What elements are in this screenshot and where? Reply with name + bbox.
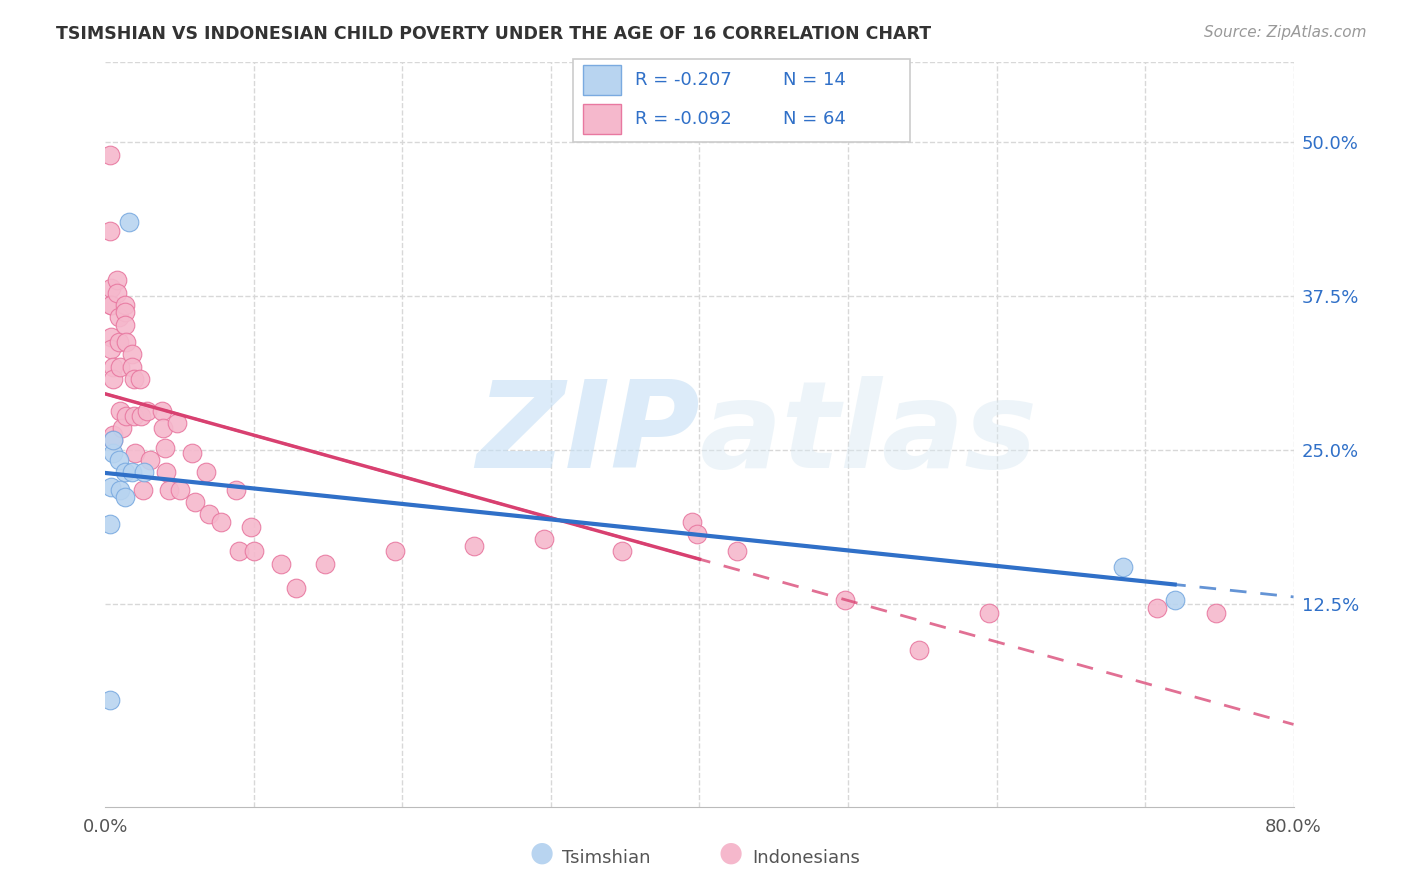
Point bbox=[169, 483, 191, 497]
Point bbox=[139, 453, 162, 467]
Point bbox=[681, 515, 703, 529]
Point bbox=[131, 483, 153, 497]
Text: atlas: atlas bbox=[700, 376, 1038, 493]
Point bbox=[101, 434, 124, 448]
Point bbox=[108, 334, 131, 349]
Point bbox=[124, 446, 146, 460]
Point bbox=[195, 466, 218, 480]
Point bbox=[121, 347, 143, 361]
Point bbox=[105, 285, 128, 300]
Point bbox=[284, 581, 307, 595]
Point bbox=[150, 404, 173, 418]
Point bbox=[111, 421, 134, 435]
Text: ●: ● bbox=[529, 839, 554, 867]
Point bbox=[155, 466, 177, 480]
Point bbox=[122, 372, 145, 386]
Point bbox=[725, 544, 748, 558]
Point bbox=[129, 409, 152, 423]
Text: Source: ZipAtlas.com: Source: ZipAtlas.com bbox=[1204, 25, 1367, 40]
Point bbox=[121, 466, 143, 480]
Point bbox=[1146, 600, 1168, 615]
Point bbox=[110, 483, 132, 497]
Point bbox=[209, 515, 232, 529]
Bar bbox=[583, 65, 621, 95]
Point bbox=[908, 642, 931, 657]
Point bbox=[157, 483, 180, 497]
Text: N = 14: N = 14 bbox=[783, 71, 846, 89]
Point bbox=[240, 519, 263, 533]
Point bbox=[101, 434, 124, 448]
Point bbox=[98, 693, 121, 707]
Point bbox=[533, 532, 555, 546]
Point bbox=[115, 334, 138, 349]
Point bbox=[100, 298, 122, 312]
Point bbox=[270, 557, 292, 571]
Point bbox=[100, 343, 122, 357]
Point bbox=[100, 281, 122, 295]
Point bbox=[612, 544, 634, 558]
Point bbox=[114, 305, 136, 319]
Point bbox=[166, 416, 188, 430]
Text: Tsimshian: Tsimshian bbox=[562, 849, 651, 867]
Point bbox=[108, 453, 131, 467]
Point bbox=[225, 483, 247, 497]
Point bbox=[314, 557, 336, 571]
Point bbox=[384, 544, 406, 558]
Text: ZIP: ZIP bbox=[475, 376, 700, 493]
Point bbox=[243, 544, 266, 558]
Text: N = 64: N = 64 bbox=[783, 110, 846, 128]
Point bbox=[100, 480, 122, 494]
Point bbox=[1164, 593, 1187, 607]
Point bbox=[108, 310, 131, 325]
Point bbox=[98, 224, 121, 238]
Point bbox=[114, 298, 136, 312]
Point bbox=[183, 495, 205, 509]
Point bbox=[118, 215, 141, 229]
Text: R = -0.207: R = -0.207 bbox=[636, 71, 731, 89]
Point bbox=[101, 372, 124, 386]
Point bbox=[128, 372, 150, 386]
Point bbox=[834, 593, 856, 607]
Point bbox=[98, 148, 121, 162]
Text: R = -0.092: R = -0.092 bbox=[636, 110, 731, 128]
Point bbox=[1205, 606, 1227, 620]
Point bbox=[132, 466, 155, 480]
Point bbox=[101, 359, 124, 374]
Text: Indonesians: Indonesians bbox=[752, 849, 860, 867]
Point bbox=[198, 508, 221, 522]
FancyBboxPatch shape bbox=[572, 59, 911, 142]
Point bbox=[153, 441, 176, 455]
Point bbox=[977, 606, 1000, 620]
Point bbox=[114, 490, 136, 504]
Point bbox=[115, 409, 138, 423]
Point bbox=[98, 517, 121, 532]
Point bbox=[100, 330, 122, 344]
Point bbox=[110, 404, 132, 418]
Point bbox=[1112, 560, 1135, 574]
Point bbox=[685, 527, 707, 541]
Bar bbox=[583, 103, 621, 134]
Point bbox=[122, 409, 145, 423]
Point bbox=[101, 428, 124, 442]
Point bbox=[101, 446, 124, 460]
Text: TSIMSHIAN VS INDONESIAN CHILD POVERTY UNDER THE AGE OF 16 CORRELATION CHART: TSIMSHIAN VS INDONESIAN CHILD POVERTY UN… bbox=[56, 25, 931, 43]
Point bbox=[463, 539, 485, 553]
Point bbox=[105, 273, 128, 287]
Point bbox=[110, 359, 132, 374]
Text: ●: ● bbox=[718, 839, 744, 867]
Point bbox=[114, 318, 136, 332]
Point bbox=[228, 544, 250, 558]
Point bbox=[152, 421, 174, 435]
Point bbox=[114, 466, 136, 480]
Point bbox=[136, 404, 159, 418]
Point bbox=[100, 298, 122, 312]
Point bbox=[121, 359, 143, 374]
Point bbox=[180, 446, 202, 460]
